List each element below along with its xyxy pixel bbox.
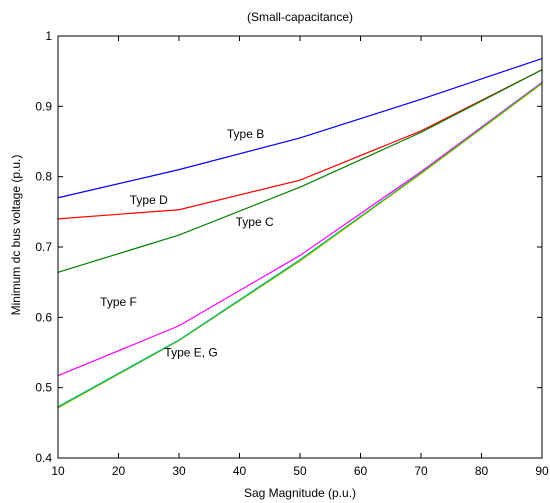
series-lines: [57, 57, 543, 409]
y-tick-label: 0.9: [35, 99, 52, 113]
x-tick-label: 40: [233, 464, 247, 478]
axis-ticks: 10 20 30 40 50 60 70 80 90 0.4 0.5 0.6 0.7 0.8 0.9 1: [35, 29, 549, 478]
y-tick-label: 0.4: [35, 451, 52, 465]
series-annotations: Type B Type D Type C Type F Type E, G: [100, 127, 274, 360]
series-line-f: [57, 81, 543, 377]
y-axis-label: Minimum dc bus voltage (p.u.): [9, 155, 23, 316]
annotation-type-d: Type D: [130, 193, 168, 207]
x-tick-label: 90: [535, 464, 549, 478]
series-line-d: [57, 69, 543, 220]
chart-title: (Small-capacitance): [247, 10, 353, 24]
annotation-type-b: Type B: [227, 127, 264, 141]
y-tick-label: 0.8: [35, 170, 52, 184]
x-tick-label: 20: [112, 464, 126, 478]
x-tick-label: 30: [172, 464, 186, 478]
y-tick-label: 0.5: [35, 381, 52, 395]
plot-frame: [57, 35, 543, 459]
annotation-type-c: Type C: [236, 215, 274, 229]
series-line-c: [57, 69, 543, 273]
x-tick-label: 80: [475, 464, 489, 478]
annotation-type-eg: Type E, G: [164, 346, 217, 360]
x-tick-label: 10: [51, 464, 65, 478]
x-axis-label: Sag Magnitude (p.u.): [244, 486, 356, 500]
series-line-eg-overlay: [57, 82, 543, 408]
y-tick-label: 1: [45, 29, 52, 43]
series-line-e: [57, 82, 543, 408]
series-line-g: [57, 83, 543, 409]
x-tick-label: 50: [293, 464, 307, 478]
y-tick-label: 0.7: [35, 240, 52, 254]
x-tick-label: 60: [354, 464, 368, 478]
x-tick-label: 70: [414, 464, 428, 478]
series-line-b: [57, 57, 543, 199]
annotation-type-f: Type F: [100, 295, 137, 309]
y-tick-label: 0.6: [35, 310, 52, 324]
